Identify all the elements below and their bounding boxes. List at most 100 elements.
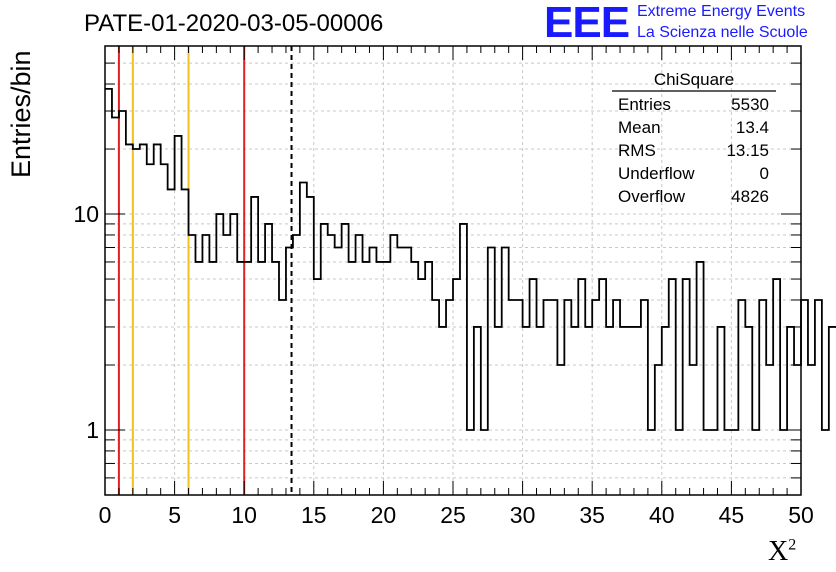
histogram-bin (662, 327, 669, 495)
histogram-bin (397, 247, 404, 495)
x-axis-label: X2 (768, 536, 796, 568)
stats-label-underflow: Underflow (618, 164, 695, 183)
x-tick-label: 20 (371, 502, 397, 528)
histogram-bin (383, 262, 390, 495)
histogram-bin (634, 327, 641, 495)
histogram-bin (425, 262, 432, 495)
histogram-bin (140, 144, 147, 495)
histogram-bin (669, 279, 676, 495)
histogram-bin (189, 235, 196, 495)
histogram-bin (147, 164, 154, 495)
stats-label-entries: Entries (618, 95, 671, 114)
plot-frame (104, 45, 802, 496)
histogram-bin (467, 430, 474, 495)
histogram-bin (690, 365, 697, 495)
histogram-bin (648, 430, 655, 495)
histogram-bin (745, 327, 752, 495)
histogram-bin (244, 262, 251, 495)
histogram-bin (738, 300, 745, 495)
stats-value-rms: 13.15 (726, 141, 769, 160)
histogram-bin (773, 279, 780, 495)
histogram-bin (523, 327, 530, 495)
threshold-lines (117, 46, 293, 495)
histogram-bin (752, 430, 759, 495)
histogram-bin (446, 300, 453, 495)
histogram-bin (182, 189, 189, 495)
histogram-bin (502, 247, 509, 495)
histogram-bin (133, 149, 140, 495)
histogram-bin (265, 224, 272, 495)
histogram-bin (516, 300, 523, 495)
histogram-bin (251, 197, 258, 495)
histogram-bin (112, 117, 119, 495)
histogram-bin (829, 327, 836, 495)
y-tick-label: 10 (73, 201, 99, 227)
histogram-bin (404, 247, 411, 495)
histogram-bin (349, 262, 356, 495)
histogram-bin (293, 235, 300, 495)
stats-value-mean: 13.4 (736, 118, 769, 137)
histogram-bin (724, 430, 731, 495)
histogram-bin (717, 327, 724, 495)
histogram-bin (314, 279, 321, 495)
histogram-bin (801, 300, 808, 495)
histogram-bin (599, 279, 606, 495)
histogram-bin (390, 235, 397, 495)
histogram-series (105, 87, 836, 495)
histogram-bin (321, 224, 328, 495)
x-tick-label: 10 (231, 502, 257, 528)
histogram-bin (481, 430, 488, 495)
histogram-bin (216, 214, 223, 495)
histogram-bin (550, 300, 557, 495)
eee-logo: EEE (544, 0, 630, 47)
histogram-bin (564, 300, 571, 495)
histogram-bin (787, 327, 794, 495)
histogram-bin (537, 327, 544, 495)
histogram-bin (328, 235, 335, 495)
histogram-bin (175, 136, 182, 495)
histogram-bin (356, 235, 363, 495)
x-tick-label: 50 (788, 502, 814, 528)
histogram-bin (641, 300, 648, 495)
x-tick-label: 15 (301, 502, 327, 528)
histogram-bin (202, 235, 209, 495)
histogram-bin (460, 224, 467, 495)
x-tick-label: 0 (99, 502, 112, 528)
x-axis-label-base: X (768, 536, 789, 567)
histogram-bin (418, 279, 425, 495)
x-tick-label: 40 (649, 502, 675, 528)
histogram-bin (815, 300, 822, 495)
histogram-bin (620, 327, 627, 495)
histogram-bin (683, 279, 690, 495)
axis-ticks (104, 46, 802, 495)
histogram-bin (376, 262, 383, 495)
x-tick-label: 35 (579, 502, 605, 528)
histogram-bin (808, 365, 815, 495)
histogram-bin (822, 430, 829, 495)
histogram-bin (571, 327, 578, 495)
histogram-bin (592, 300, 599, 495)
histogram-step-line (105, 87, 836, 431)
histogram-bin (655, 365, 662, 495)
y-axis-label: Entries/bin (6, 50, 36, 178)
histogram-bin (258, 262, 265, 495)
histogram-bin (759, 300, 766, 495)
histogram-bin (286, 247, 293, 495)
histogram-bin (697, 262, 704, 495)
histogram-bin (704, 430, 711, 495)
histogram-bin (711, 430, 718, 495)
histogram-bin (168, 189, 175, 495)
histogram-bin (578, 279, 585, 495)
histogram-bin (119, 111, 126, 495)
histogram-bin (627, 327, 634, 495)
histogram-bin (766, 365, 773, 495)
tick-labels: 0 5 10 15 20 25 30 35 40 45 50 1 10 (73, 201, 813, 528)
stats-value-overflow: 4826 (731, 187, 769, 206)
histogram-bin (780, 430, 787, 495)
histogram-bin (363, 262, 370, 495)
stats-title: ChiSquare (654, 70, 734, 89)
x-axis-label-exponent: 2 (788, 536, 797, 554)
x-tick-label: 5 (168, 502, 181, 528)
stats-value-underflow: 0 (760, 164, 769, 183)
